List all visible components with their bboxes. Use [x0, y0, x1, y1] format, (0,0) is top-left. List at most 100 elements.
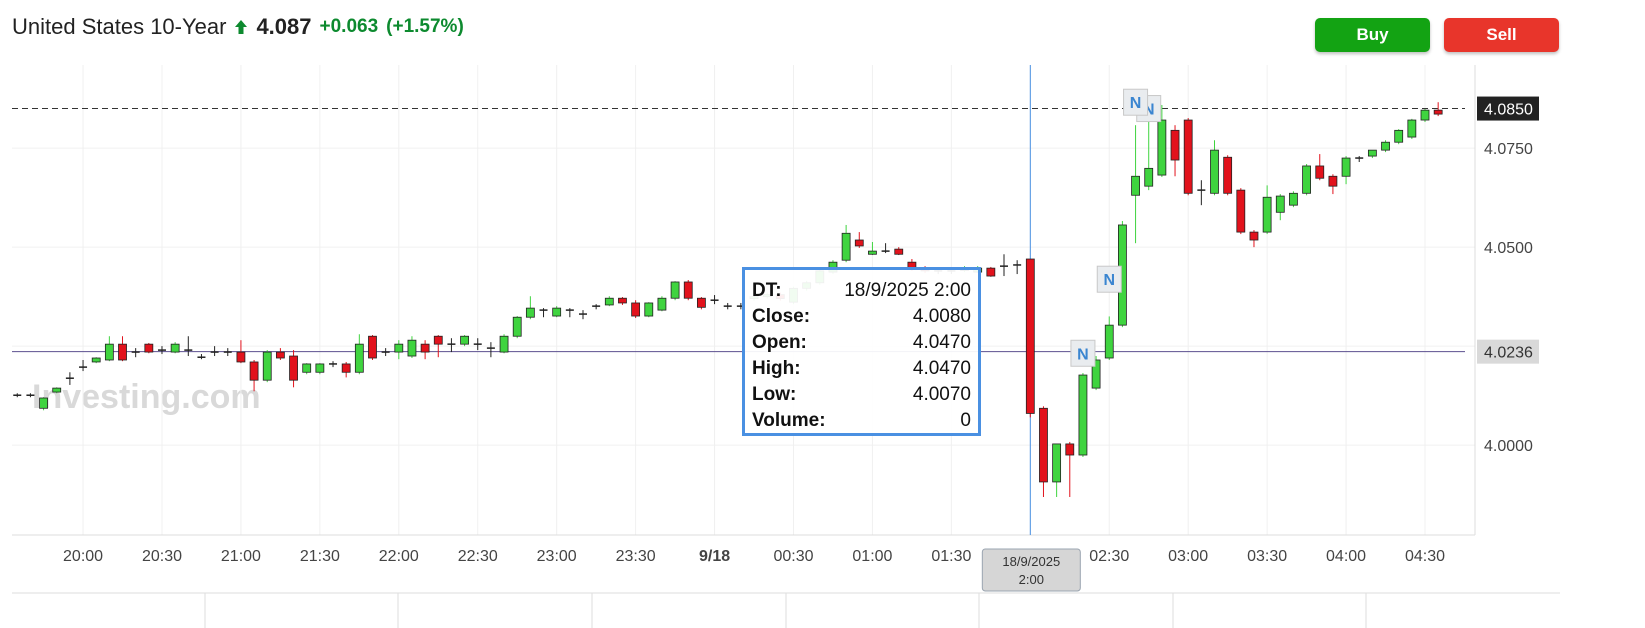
tooltip-key: Close: [752, 306, 811, 327]
x-tick-label: 20:00 [63, 548, 103, 565]
x-tick-label: 01:30 [931, 548, 971, 565]
candle-body [302, 363, 312, 373]
candle-body [999, 265, 1008, 267]
candle-body [631, 302, 641, 317]
candle-body [407, 339, 417, 357]
candle-body [354, 343, 364, 373]
news-marker-label: N [1103, 272, 1115, 289]
candle-body [1302, 165, 1311, 194]
tooltip-key: High: [752, 358, 801, 379]
candle-body [657, 297, 667, 311]
tab-dividers [204, 593, 1367, 628]
candle-body [420, 343, 430, 353]
candle-body [578, 313, 587, 315]
candle-body [460, 335, 469, 345]
price-label-box [1477, 96, 1539, 121]
x-tick-label: 01:00 [852, 548, 892, 565]
candle-body [118, 343, 127, 361]
candle-body [670, 281, 680, 299]
candle-body [1144, 167, 1154, 187]
x-tick-label: 04:30 [1405, 548, 1445, 565]
candle-body [381, 351, 390, 353]
candle-body [1420, 109, 1430, 121]
candle-body [1131, 175, 1140, 196]
candle-body [1394, 129, 1404, 143]
candle-body [1355, 157, 1364, 159]
tooltip-row: Volume: 0 [752, 408, 971, 434]
candle-body [394, 343, 404, 353]
tooltip-value: 4.0080 [912, 306, 971, 327]
x-tick-label: 00:30 [773, 548, 813, 565]
candle-body [39, 397, 48, 409]
crosshair-date: 18/9/2025 [1002, 554, 1060, 569]
candle-body [710, 299, 719, 301]
candle-body [683, 281, 693, 299]
candle-body [329, 363, 338, 365]
tooltip-value: 0 [960, 410, 971, 431]
news-marker-label: N [1130, 95, 1142, 112]
candle-body [197, 356, 206, 358]
last-price: 4.087 [256, 14, 312, 39]
candle-body [91, 357, 101, 363]
candle-body [1039, 407, 1048, 483]
tooltip-row: High: 4.0470 [752, 356, 971, 382]
candle-body [473, 343, 482, 345]
candle-body [854, 239, 864, 247]
up-arrow [235, 20, 248, 34]
price-change: +0.063 [319, 16, 379, 37]
candle-body [1078, 374, 1088, 456]
news-marker [1123, 88, 1149, 116]
candle-body [1052, 443, 1062, 483]
header: United States 10-Year 4.087 +0.063 (+1.5… [12, 14, 464, 40]
candle-body [1249, 231, 1259, 241]
candle-body [79, 366, 88, 368]
candle-body [26, 394, 35, 396]
candle-body [1013, 264, 1022, 266]
x-tick-label: 9/18 [699, 548, 730, 565]
candle-body [433, 335, 443, 345]
candle-body [499, 335, 509, 353]
candle-body [894, 248, 904, 255]
candle-body [1183, 119, 1193, 194]
candle-body [1341, 157, 1351, 177]
candle-body [289, 355, 298, 381]
candle-body [184, 349, 193, 351]
tooltip-value: 4.0470 [912, 332, 971, 353]
x-tick-label: 02:30 [1089, 548, 1129, 565]
candle-body [1407, 119, 1417, 138]
x-tick-label: 03:30 [1247, 548, 1287, 565]
tooltip-value: 4.0470 [912, 358, 971, 379]
candle-body [841, 232, 851, 261]
candle-body [1104, 324, 1114, 359]
candle-body [131, 351, 140, 353]
candle-body [13, 394, 22, 396]
candle-body [552, 307, 562, 317]
candle-body [210, 351, 219, 353]
price-label: 4.0850 [1484, 102, 1533, 119]
price-label: 4.0236 [1484, 345, 1533, 362]
candle-body [223, 351, 232, 353]
sell-button[interactable]: Sell [1444, 18, 1559, 52]
candle-body [104, 343, 114, 361]
candle-body [65, 377, 74, 379]
candle-body [868, 250, 877, 255]
candle-body [170, 343, 180, 353]
candle-body [1065, 443, 1075, 456]
candle-body [1197, 189, 1206, 191]
tooltip-key: Open: [752, 332, 807, 353]
candle-body [1025, 258, 1035, 414]
candle-body [525, 307, 535, 318]
candle-body [644, 302, 654, 317]
news-marker-label: N [1077, 346, 1089, 363]
tooltip-value: 18/9/2025 2:00 [844, 280, 971, 301]
candle-body [1236, 189, 1246, 233]
x-tick-label: 04:00 [1326, 548, 1366, 565]
candle-body [618, 297, 627, 304]
candle-body [368, 335, 377, 359]
x-tick-label: 20:30 [142, 548, 182, 565]
candle-body [1367, 149, 1377, 157]
candle-body [1262, 196, 1272, 233]
crosshair-time: 2:00 [1019, 572, 1044, 587]
buy-button[interactable]: Buy [1315, 18, 1430, 52]
